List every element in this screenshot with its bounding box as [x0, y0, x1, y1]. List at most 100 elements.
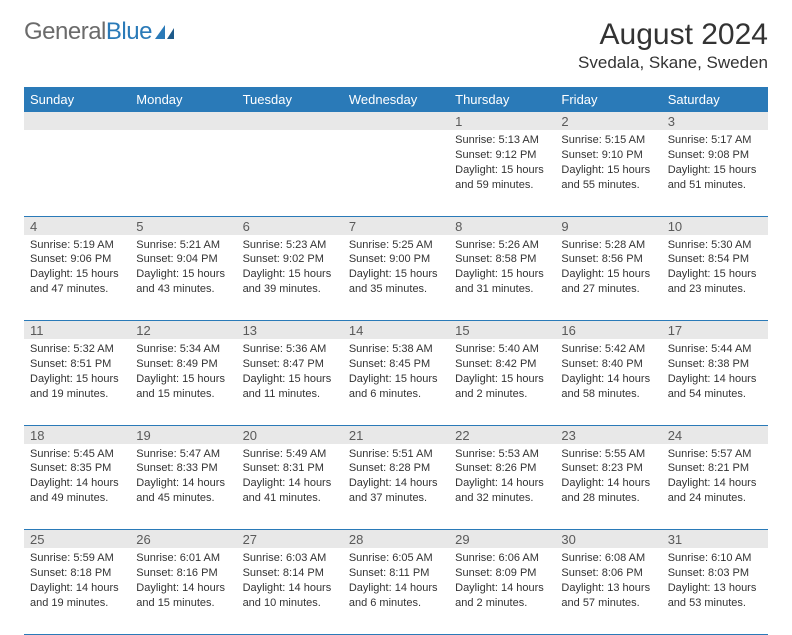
day-cell: Sunrise: 5:30 AMSunset: 8:54 PMDaylight:… — [662, 235, 768, 321]
day-cell-body: Sunrise: 5:26 AMSunset: 8:58 PMDaylight:… — [449, 235, 555, 303]
day-cell-body: Sunrise: 6:08 AMSunset: 8:06 PMDaylight:… — [555, 548, 661, 616]
day-cell — [130, 130, 236, 216]
day-cell: Sunrise: 5:49 AMSunset: 8:31 PMDaylight:… — [237, 444, 343, 530]
day-cell-body: Sunrise: 5:49 AMSunset: 8:31 PMDaylight:… — [237, 444, 343, 512]
daylight-line: Daylight: 14 hours and 49 minutes. — [30, 476, 124, 506]
day-cell-body: Sunrise: 5:59 AMSunset: 8:18 PMDaylight:… — [24, 548, 130, 616]
sunset-line: Sunset: 8:45 PM — [349, 357, 443, 372]
sunset-line: Sunset: 8:31 PM — [243, 461, 337, 476]
sunrise-line: Sunrise: 6:05 AM — [349, 551, 443, 566]
day-cell-body: Sunrise: 5:23 AMSunset: 9:02 PMDaylight:… — [237, 235, 343, 303]
sunset-line: Sunset: 8:42 PM — [455, 357, 549, 372]
day-cell-body: Sunrise: 5:13 AMSunset: 9:12 PMDaylight:… — [449, 130, 555, 198]
day-number: 6 — [237, 217, 343, 235]
day-header: Thursday — [449, 87, 555, 112]
day-cell-body: Sunrise: 5:42 AMSunset: 8:40 PMDaylight:… — [555, 339, 661, 407]
sunset-line: Sunset: 8:09 PM — [455, 566, 549, 581]
day-cell: Sunrise: 6:01 AMSunset: 8:16 PMDaylight:… — [130, 548, 236, 634]
sunrise-line: Sunrise: 6:03 AM — [243, 551, 337, 566]
day-cell-body: Sunrise: 6:01 AMSunset: 8:16 PMDaylight:… — [130, 548, 236, 616]
day-cell: Sunrise: 5:32 AMSunset: 8:51 PMDaylight:… — [24, 339, 130, 425]
sunset-line: Sunset: 8:38 PM — [668, 357, 762, 372]
sunrise-line: Sunrise: 5:53 AM — [455, 447, 549, 462]
sunrise-line: Sunrise: 5:45 AM — [30, 447, 124, 462]
day-cell: Sunrise: 6:05 AMSunset: 8:11 PMDaylight:… — [343, 548, 449, 634]
day-cell: Sunrise: 5:15 AMSunset: 9:10 PMDaylight:… — [555, 130, 661, 216]
sunrise-line: Sunrise: 5:59 AM — [30, 551, 124, 566]
daylight-line: Daylight: 14 hours and 2 minutes. — [455, 581, 549, 611]
day-cell-body: Sunrise: 5:53 AMSunset: 8:26 PMDaylight:… — [449, 444, 555, 512]
day-cell: Sunrise: 5:28 AMSunset: 8:56 PMDaylight:… — [555, 235, 661, 321]
day-cell: Sunrise: 5:26 AMSunset: 8:58 PMDaylight:… — [449, 235, 555, 321]
sunset-line: Sunset: 8:33 PM — [136, 461, 230, 476]
week-row: Sunrise: 5:59 AMSunset: 8:18 PMDaylight:… — [24, 548, 768, 634]
day-cell-body: Sunrise: 5:25 AMSunset: 9:00 PMDaylight:… — [343, 235, 449, 303]
calendar-table: Sunday Monday Tuesday Wednesday Thursday… — [24, 87, 768, 635]
sunrise-line: Sunrise: 6:01 AM — [136, 551, 230, 566]
day-cell: Sunrise: 5:36 AMSunset: 8:47 PMDaylight:… — [237, 339, 343, 425]
sunset-line: Sunset: 8:58 PM — [455, 252, 549, 267]
day-number: 15 — [449, 321, 555, 339]
day-number: 21 — [343, 426, 449, 444]
day-cell: Sunrise: 6:10 AMSunset: 8:03 PMDaylight:… — [662, 548, 768, 634]
day-cell: Sunrise: 6:06 AMSunset: 8:09 PMDaylight:… — [449, 548, 555, 634]
daylight-line: Daylight: 15 hours and 39 minutes. — [243, 267, 337, 297]
day-number — [237, 112, 343, 130]
day-cell-body: Sunrise: 6:06 AMSunset: 8:09 PMDaylight:… — [449, 548, 555, 616]
daylight-line: Daylight: 15 hours and 2 minutes. — [455, 372, 549, 402]
daylight-line: Daylight: 14 hours and 32 minutes. — [455, 476, 549, 506]
day-number: 22 — [449, 426, 555, 444]
day-cell: Sunrise: 5:19 AMSunset: 9:06 PMDaylight:… — [24, 235, 130, 321]
day-cell-body: Sunrise: 5:17 AMSunset: 9:08 PMDaylight:… — [662, 130, 768, 198]
title-block: August 2024 Svedala, Skane, Sweden — [578, 18, 768, 73]
title-month: August 2024 — [578, 18, 768, 51]
daynum-row: 11121314151617 — [24, 321, 768, 340]
sunset-line: Sunset: 9:02 PM — [243, 252, 337, 267]
daylight-line: Daylight: 15 hours and 35 minutes. — [349, 267, 443, 297]
day-cell-body: Sunrise: 5:15 AMSunset: 9:10 PMDaylight:… — [555, 130, 661, 198]
day-number: 3 — [662, 112, 768, 130]
day-cell-body: Sunrise: 6:10 AMSunset: 8:03 PMDaylight:… — [662, 548, 768, 616]
day-number: 28 — [343, 530, 449, 548]
sunrise-line: Sunrise: 5:25 AM — [349, 238, 443, 253]
daylight-line: Daylight: 14 hours and 24 minutes. — [668, 476, 762, 506]
day-number: 1 — [449, 112, 555, 130]
sunset-line: Sunset: 8:03 PM — [668, 566, 762, 581]
day-number: 4 — [24, 217, 130, 235]
sunrise-line: Sunrise: 5:34 AM — [136, 342, 230, 357]
sunset-line: Sunset: 8:35 PM — [30, 461, 124, 476]
day-cell-body: Sunrise: 5:30 AMSunset: 8:54 PMDaylight:… — [662, 235, 768, 303]
daylight-line: Daylight: 15 hours and 6 minutes. — [349, 372, 443, 402]
day-cell: Sunrise: 5:55 AMSunset: 8:23 PMDaylight:… — [555, 444, 661, 530]
sunset-line: Sunset: 8:56 PM — [561, 252, 655, 267]
daylight-line: Daylight: 15 hours and 47 minutes. — [30, 267, 124, 297]
logo-text-general: General — [24, 18, 106, 46]
day-cell: Sunrise: 5:38 AMSunset: 8:45 PMDaylight:… — [343, 339, 449, 425]
day-header: Sunday — [24, 87, 130, 112]
day-number: 30 — [555, 530, 661, 548]
sunset-line: Sunset: 8:54 PM — [668, 252, 762, 267]
day-cell-body: Sunrise: 5:34 AMSunset: 8:49 PMDaylight:… — [130, 339, 236, 407]
day-cell: Sunrise: 5:21 AMSunset: 9:04 PMDaylight:… — [130, 235, 236, 321]
week-row: Sunrise: 5:13 AMSunset: 9:12 PMDaylight:… — [24, 130, 768, 216]
day-cell-body: Sunrise: 5:45 AMSunset: 8:35 PMDaylight:… — [24, 444, 130, 512]
week-row: Sunrise: 5:32 AMSunset: 8:51 PMDaylight:… — [24, 339, 768, 425]
sunset-line: Sunset: 9:12 PM — [455, 148, 549, 163]
day-cell-body: Sunrise: 5:55 AMSunset: 8:23 PMDaylight:… — [555, 444, 661, 512]
day-cell: Sunrise: 5:40 AMSunset: 8:42 PMDaylight:… — [449, 339, 555, 425]
daylight-line: Daylight: 15 hours and 11 minutes. — [243, 372, 337, 402]
day-number: 20 — [237, 426, 343, 444]
day-number — [130, 112, 236, 130]
day-cell-body: Sunrise: 5:36 AMSunset: 8:47 PMDaylight:… — [237, 339, 343, 407]
sunrise-line: Sunrise: 5:49 AM — [243, 447, 337, 462]
sunset-line: Sunset: 8:21 PM — [668, 461, 762, 476]
sunset-line: Sunset: 8:40 PM — [561, 357, 655, 372]
day-number: 24 — [662, 426, 768, 444]
daylight-line: Daylight: 13 hours and 53 minutes. — [668, 581, 762, 611]
daylight-line: Daylight: 15 hours and 15 minutes. — [136, 372, 230, 402]
calendar-body: 123Sunrise: 5:13 AMSunset: 9:12 PMDaylig… — [24, 112, 768, 634]
day-number: 27 — [237, 530, 343, 548]
sunset-line: Sunset: 8:28 PM — [349, 461, 443, 476]
logo: General Blue — [24, 18, 176, 46]
sunset-line: Sunset: 9:04 PM — [136, 252, 230, 267]
